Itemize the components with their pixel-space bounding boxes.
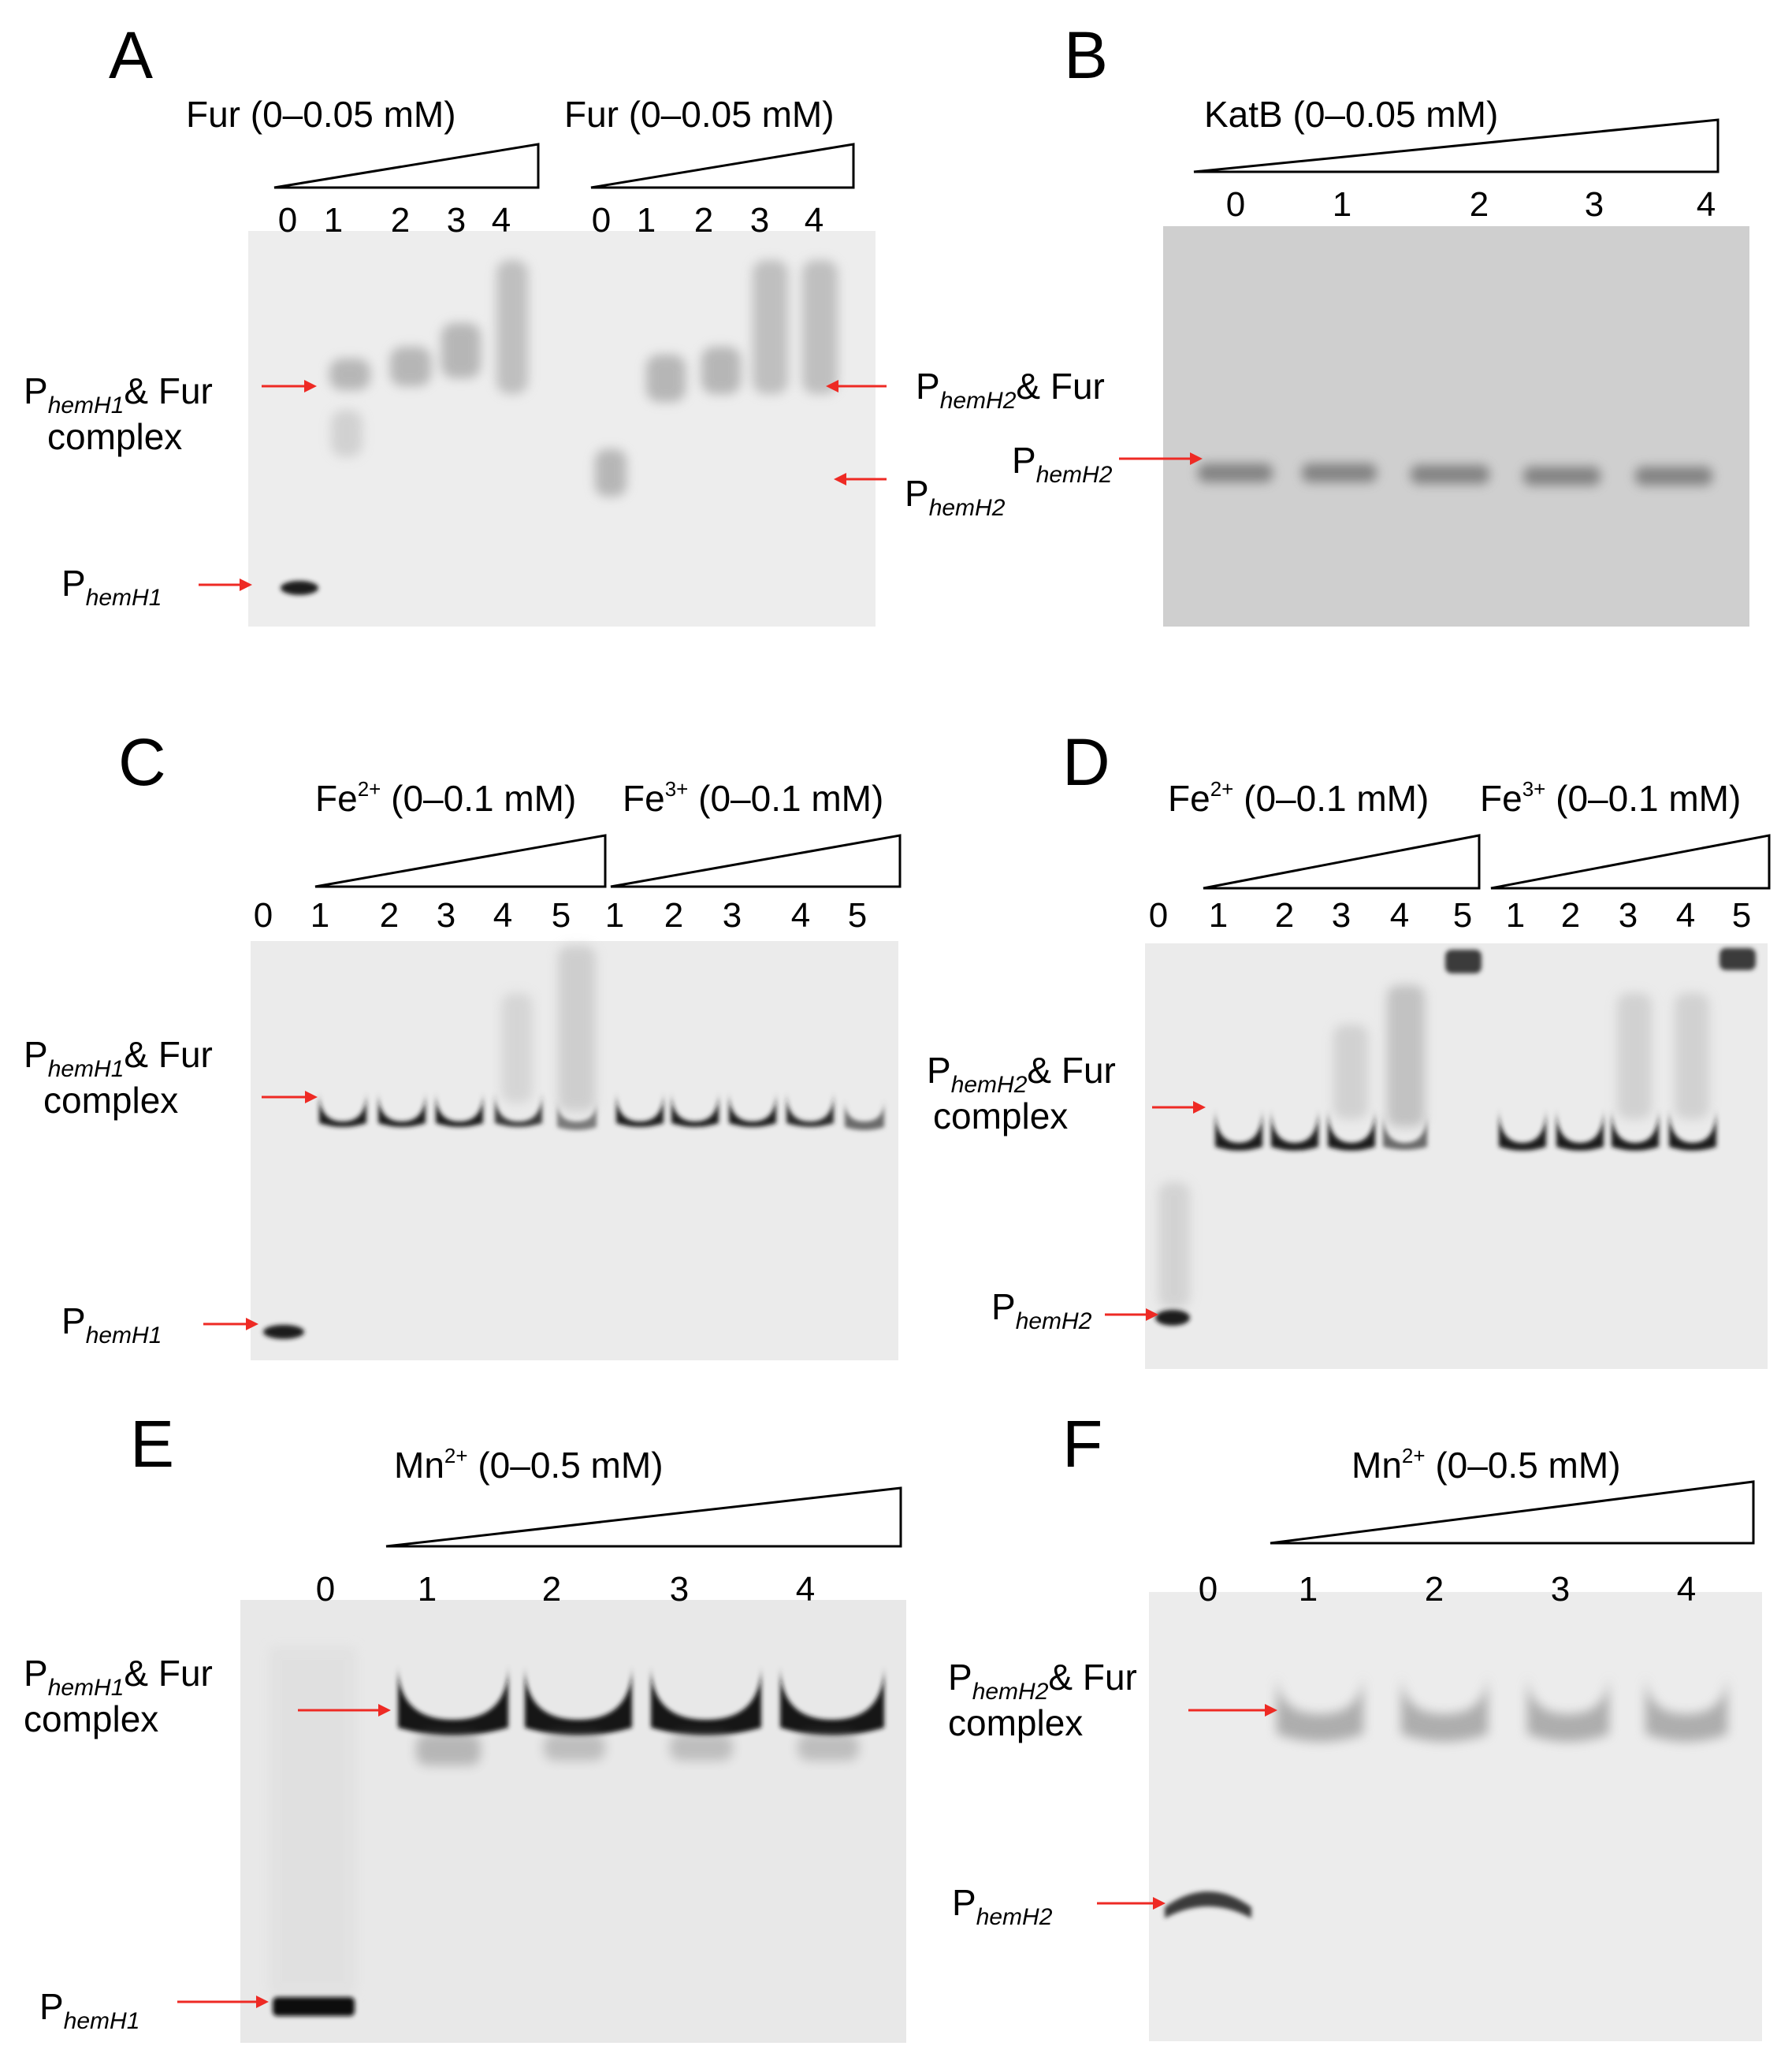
panel-b-wedge [1193,118,1720,173]
panel-a-right-free-label: PhemH2 [905,473,1006,521]
panel-b-lane-1: 1 [1332,185,1352,224]
panel-d-free-label: PhemH2 [991,1286,1092,1334]
panel-e-lane-3: 3 [669,1570,690,1609]
panel-d-lane-1: 1 [1208,896,1229,935]
panel-e-free-band [273,1997,355,2016]
panel-letter-e: E [130,1407,175,1481]
panel-b-lane-2: 2 [1469,185,1489,224]
panel-a-lane-r2: 2 [693,201,714,240]
panel-c-lane-r3: 3 [722,896,742,935]
panel-c-lane-2: 2 [379,896,400,935]
panel-d-free-band [1155,1310,1190,1326]
panel-b-free-label: PhemH2 [1012,440,1113,488]
panel-f-gel-background [1149,1592,1762,2041]
panel-a-lane-3: 3 [446,201,467,240]
panel-e-lane-0: 0 [315,1570,336,1609]
panel-b-lane-0: 0 [1225,185,1246,224]
panel-a-lane-2: 2 [390,201,411,240]
panel-d-lane-2: 2 [1274,896,1295,935]
panel-c-lane-4: 4 [493,896,513,935]
panel-c-lane-5: 5 [551,896,571,935]
panel-letter-b: B [1064,18,1109,92]
panel-d-lane-r3: 3 [1618,896,1638,935]
panel-f-lane-0: 0 [1198,1570,1218,1609]
panel-c-lane-r5: 5 [847,896,868,935]
panel-d-header-fe3: Fe3+ (0–0.1 mM) [1480,777,1742,819]
panel-a-header-right: Fur (0–0.05 mM) [564,94,835,135]
panel-a-lane-r1: 1 [636,201,656,240]
panel-f-complex-label: PhemH2& Fur complex [948,1657,1137,1743]
panel-e-lane-4: 4 [795,1570,816,1609]
panel-d-wedge-fe3 [1490,834,1771,890]
panel-a-lane-r3: 3 [749,201,770,240]
panel-e-lane-2: 2 [541,1570,562,1609]
panel-b-lane-4: 4 [1696,185,1716,224]
panel-a-lane-r0: 0 [591,201,612,240]
panel-c-graphics [203,834,902,1360]
panel-a-free-label: PhemH1 [61,563,162,611]
panel-a-lane-4: 4 [491,201,511,240]
panel-a-lane-1: 1 [323,201,344,240]
panel-a-complex-label: PhemH1& Fur complex [24,370,213,457]
panel-letter-c: C [118,725,166,799]
panel-a-right-complex-label: PhemH2& Fur [916,366,1105,414]
panel-letter-a: A [109,18,154,92]
panel-a-free-band [281,581,318,595]
panel-b-gel-background [1163,226,1749,627]
panel-c-lane-r4: 4 [790,896,811,935]
panel-d-lane-r4: 4 [1675,896,1696,935]
panel-f-wedge [1270,1480,1755,1545]
panel-c-lane-1: 1 [310,896,330,935]
panel-d-lane-4: 4 [1389,896,1410,935]
panel-letter-d: D [1062,725,1110,799]
panel-e-free-label: PhemH1 [39,1986,140,2034]
panel-c-wedge-fe2 [314,834,607,888]
panel-b-header: KatB (0–0.05 mM) [1204,94,1499,135]
panel-c-lane-0: 0 [253,896,273,935]
panel-e-lane-1: 1 [417,1570,437,1609]
panel-d-complex-label: PhemH2& Fur complex [927,1050,1116,1136]
panel-f-header: Mn2+ (0–0.5 mM) [1351,1444,1621,1486]
panel-c-header-fe3: Fe3+ (0–0.1 mM) [623,777,884,819]
panel-e-header: Mn2+ (0–0.5 mM) [394,1444,664,1486]
panel-d-header-fe2: Fe2+ (0–0.1 mM) [1168,777,1430,819]
panel-c-header-fe2: Fe2+ (0–0.1 mM) [315,777,577,819]
panel-c-lane-3: 3 [436,896,456,935]
panel-a-header-left: Fur (0–0.05 mM) [186,94,456,135]
panel-f-lane-1: 1 [1298,1570,1318,1609]
panel-d-lane-3: 3 [1331,896,1351,935]
panel-c-lane-r2: 2 [664,896,684,935]
panel-c-wedge-fe3 [610,834,902,888]
panel-c-lane-r1: 1 [604,896,625,935]
panel-f-free-label: PhemH2 [952,1882,1053,1930]
panel-f-free-band [1165,1891,1251,1918]
panel-f-lane-3: 3 [1550,1570,1571,1609]
panel-c-free-band [263,1325,304,1339]
panel-d-wedge-fe2 [1203,834,1481,890]
panel-a-wedge-right [590,143,855,189]
panel-d-lane-r1: 1 [1505,896,1526,935]
panel-b-lane-3: 3 [1584,185,1604,224]
panel-d-lane-r2: 2 [1560,896,1581,935]
panel-a-graphics [199,143,887,627]
panel-d-gel-background [1145,943,1768,1369]
panel-e-complex-label: PhemH1& Fur complex [24,1653,213,1739]
panel-letter-f: F [1062,1407,1103,1481]
panel-a-wedge-left [273,143,540,189]
panel-d-lane-0: 0 [1148,896,1169,935]
panel-d-lane-r5: 5 [1731,896,1752,935]
panel-a-lane-r4: 4 [804,201,824,240]
panel-f-lane-2: 2 [1424,1570,1444,1609]
panel-d-lane-5: 5 [1452,896,1473,935]
panel-d-graphics [1105,834,1771,1369]
panel-c-free-label: PhemH1 [61,1300,162,1348]
panel-a-lane-0: 0 [277,201,298,240]
panel-b-graphics [1119,118,1749,627]
panel-e-wedge [385,1486,902,1548]
panel-c-complex-label: PhemH1& Fur complex [24,1034,213,1121]
panel-f-lane-4: 4 [1676,1570,1697,1609]
